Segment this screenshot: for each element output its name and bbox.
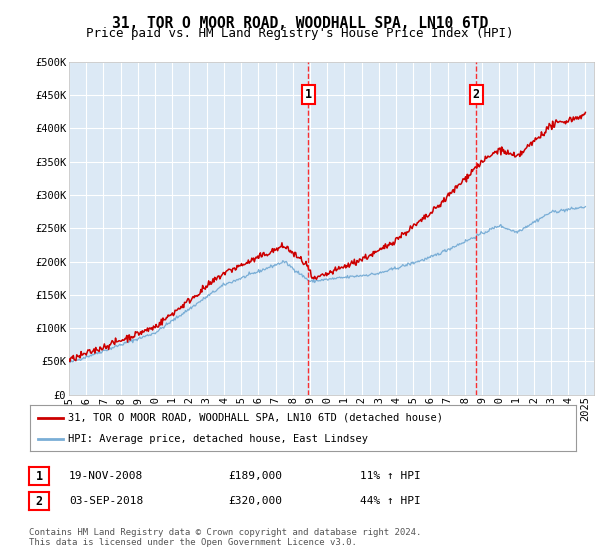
Text: 11% ↑ HPI: 11% ↑ HPI <box>360 471 421 481</box>
Text: £189,000: £189,000 <box>228 471 282 481</box>
Text: 44% ↑ HPI: 44% ↑ HPI <box>360 496 421 506</box>
Text: HPI: Average price, detached house, East Lindsey: HPI: Average price, detached house, East… <box>68 435 368 444</box>
Text: £320,000: £320,000 <box>228 496 282 506</box>
Text: 1: 1 <box>35 469 43 483</box>
Text: 1: 1 <box>305 88 312 101</box>
Text: 19-NOV-2008: 19-NOV-2008 <box>69 471 143 481</box>
Text: 2: 2 <box>35 494 43 508</box>
Text: 2: 2 <box>473 88 480 101</box>
Text: Contains HM Land Registry data © Crown copyright and database right 2024.
This d: Contains HM Land Registry data © Crown c… <box>29 528 421 547</box>
Text: 03-SEP-2018: 03-SEP-2018 <box>69 496 143 506</box>
Text: 31, TOR O MOOR ROAD, WOODHALL SPA, LN10 6TD (detached house): 31, TOR O MOOR ROAD, WOODHALL SPA, LN10 … <box>68 413 443 423</box>
Text: 31, TOR O MOOR ROAD, WOODHALL SPA, LN10 6TD: 31, TOR O MOOR ROAD, WOODHALL SPA, LN10 … <box>112 16 488 31</box>
Text: Price paid vs. HM Land Registry's House Price Index (HPI): Price paid vs. HM Land Registry's House … <box>86 27 514 40</box>
